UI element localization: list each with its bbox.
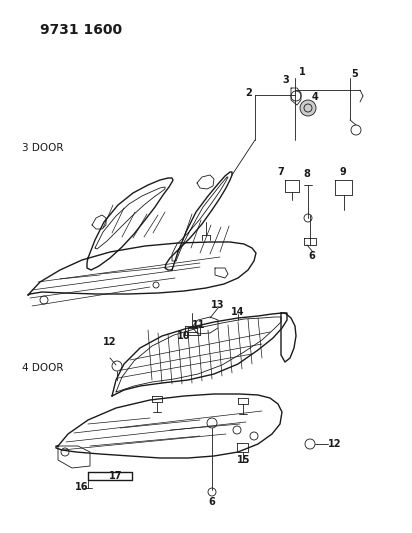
Text: 9: 9 — [339, 167, 346, 177]
Text: 11: 11 — [192, 320, 206, 330]
Text: 10: 10 — [177, 331, 191, 341]
Text: 7: 7 — [278, 167, 284, 177]
Text: 17: 17 — [109, 471, 123, 481]
Text: 9731 1600: 9731 1600 — [40, 23, 122, 37]
Text: 14: 14 — [231, 307, 245, 317]
Text: 3: 3 — [283, 75, 289, 85]
Circle shape — [300, 100, 316, 116]
Text: 16: 16 — [75, 482, 89, 492]
Text: 12: 12 — [103, 337, 117, 347]
Text: 13: 13 — [211, 300, 225, 310]
Text: 6: 6 — [208, 497, 215, 507]
Text: 4 DOOR: 4 DOOR — [22, 363, 63, 373]
Text: 6: 6 — [309, 251, 315, 261]
Text: 3 DOOR: 3 DOOR — [22, 143, 63, 153]
Text: 5: 5 — [351, 69, 358, 79]
Text: 12: 12 — [328, 439, 342, 449]
Text: 1: 1 — [299, 67, 305, 77]
Text: 15: 15 — [237, 455, 251, 465]
Text: 4: 4 — [311, 92, 318, 102]
Text: 2: 2 — [246, 88, 253, 98]
Text: 8: 8 — [304, 169, 310, 179]
